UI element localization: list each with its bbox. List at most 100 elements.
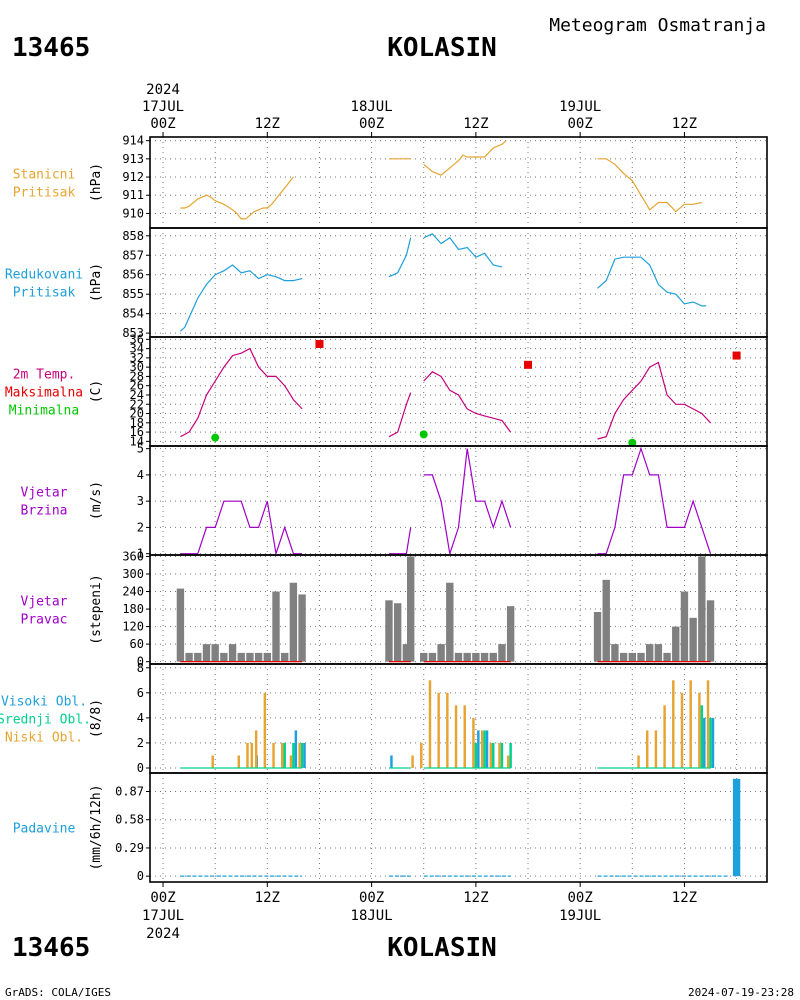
y-tick-label: 16 bbox=[130, 425, 144, 439]
unit-label: (hPa) bbox=[89, 163, 104, 202]
bar bbox=[303, 742, 306, 768]
bar bbox=[485, 730, 489, 768]
bar bbox=[390, 755, 393, 768]
panel-label: Vjetar bbox=[21, 595, 68, 610]
bar bbox=[700, 705, 704, 768]
panel-label: 2m Temp. bbox=[13, 368, 76, 383]
bar bbox=[407, 556, 415, 662]
bar bbox=[272, 591, 280, 662]
bar bbox=[489, 742, 493, 768]
series-line bbox=[423, 233, 503, 268]
x-tick-label-top: 12Z bbox=[463, 116, 488, 132]
bar bbox=[480, 652, 489, 662]
panel-label: Niski Obl. bbox=[5, 731, 83, 746]
x-tick-label-top: 12Z bbox=[255, 116, 280, 132]
panel-frame bbox=[149, 772, 768, 883]
bar bbox=[698, 556, 706, 662]
year-label-top: 2024 bbox=[146, 82, 180, 98]
y-tick-label: 0.87 bbox=[115, 784, 144, 798]
y-tick-label: 18 bbox=[130, 416, 144, 430]
unit-label: (8/8) bbox=[89, 699, 104, 738]
day-label-top: 17JUL bbox=[142, 99, 184, 115]
bar bbox=[672, 626, 680, 662]
bar bbox=[498, 644, 506, 662]
bar bbox=[420, 652, 428, 662]
unit-label: (stepeni) bbox=[89, 574, 104, 644]
panel-label: Maksimalna bbox=[5, 386, 83, 401]
unit-label: (mm/6h/12h) bbox=[89, 784, 104, 870]
bar bbox=[283, 742, 286, 768]
bar bbox=[663, 652, 671, 662]
x-tick-label-bottom: 12Z bbox=[255, 890, 280, 906]
y-tick-label: 120 bbox=[122, 620, 144, 634]
bar bbox=[489, 652, 497, 662]
y-tick-label: 34 bbox=[130, 342, 144, 356]
y-tick-label: 4 bbox=[137, 711, 144, 725]
bar bbox=[463, 705, 466, 768]
bar bbox=[202, 644, 211, 662]
bar bbox=[402, 644, 411, 662]
y-tick-label: 180 bbox=[122, 602, 144, 616]
bar bbox=[411, 755, 414, 768]
panel-label: Visoki Obl. bbox=[1, 695, 87, 710]
panel-4: 0 60 120 180 240 300 360 (stepeni) Vjetar Pravac bbox=[21, 549, 768, 669]
bar bbox=[628, 652, 636, 662]
x-tick-label-bottom: 00Z bbox=[359, 890, 384, 906]
bar bbox=[637, 755, 640, 768]
bar bbox=[477, 730, 480, 768]
series-line bbox=[180, 500, 303, 555]
bar bbox=[689, 680, 692, 768]
series-line bbox=[423, 140, 507, 176]
bar bbox=[298, 594, 306, 662]
bar bbox=[211, 755, 214, 768]
panel-frame bbox=[149, 445, 768, 556]
x-tick-label-top: 00Z bbox=[150, 116, 175, 132]
bar bbox=[480, 730, 484, 768]
panel-label: Brzina bbox=[21, 504, 68, 519]
y-tick-label: 32 bbox=[130, 351, 144, 365]
y-tick-label: 20 bbox=[130, 407, 144, 421]
x-tick-label-bottom: 12Z bbox=[463, 890, 488, 906]
panel-label: Pravac bbox=[21, 613, 68, 628]
bar bbox=[281, 652, 289, 662]
panel-label: Vjetar bbox=[21, 486, 68, 501]
y-tick-label: 2 bbox=[137, 736, 144, 750]
day-label-top: 19JUL bbox=[559, 99, 601, 115]
bar bbox=[294, 730, 298, 768]
bar bbox=[446, 692, 449, 768]
bar bbox=[385, 600, 393, 662]
bar bbox=[185, 652, 193, 662]
bar bbox=[711, 717, 715, 768]
y-tick-label: 858 bbox=[122, 229, 144, 243]
bar bbox=[637, 652, 645, 662]
bar bbox=[272, 742, 275, 768]
bar bbox=[289, 755, 293, 768]
y-tick-label: 855 bbox=[122, 287, 144, 301]
bar bbox=[698, 692, 701, 768]
bar bbox=[250, 742, 254, 768]
y-tick-label: 24 bbox=[130, 388, 144, 402]
day-label-top: 18JUL bbox=[351, 99, 393, 115]
series-line bbox=[180, 176, 294, 220]
bar bbox=[706, 600, 715, 662]
bar bbox=[680, 692, 684, 768]
y-tick-label: 0.29 bbox=[115, 841, 144, 855]
tmin-marker bbox=[628, 438, 637, 447]
y-tick-label: 913 bbox=[122, 152, 144, 166]
panel-frame bbox=[149, 136, 768, 229]
tmin-marker bbox=[211, 433, 220, 442]
bar bbox=[454, 652, 463, 662]
series-line bbox=[597, 361, 711, 440]
station-name-top: KOLASIN bbox=[387, 33, 497, 63]
tmax-marker bbox=[315, 339, 324, 348]
y-tick-label: 0 bbox=[137, 869, 144, 883]
y-tick-label: 2 bbox=[137, 520, 144, 534]
day-label-bottom: 18JUL bbox=[351, 908, 393, 924]
panel-label: Stanicni bbox=[13, 168, 76, 183]
series-line bbox=[597, 158, 702, 213]
x-tick-label-bottom: 00Z bbox=[150, 890, 175, 906]
panel-3: 1 2 3 4 5 (m/s) Vjetar Brzina bbox=[21, 442, 768, 561]
bar bbox=[254, 730, 258, 768]
bar bbox=[619, 652, 628, 662]
